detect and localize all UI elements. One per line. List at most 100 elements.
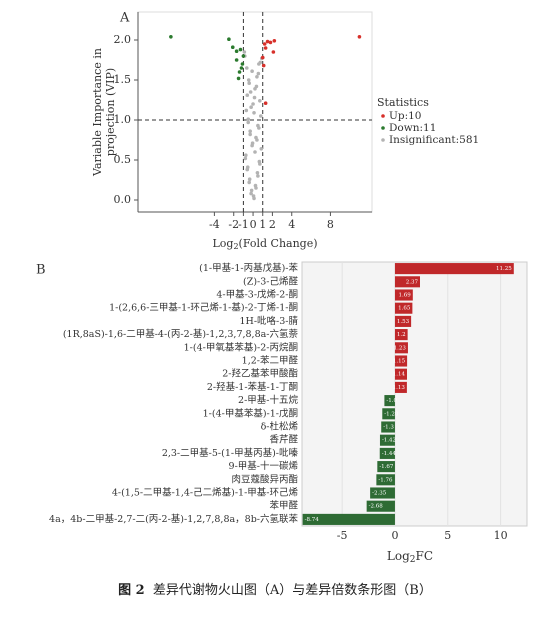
point: [237, 70, 242, 74]
legend-marker: [381, 114, 385, 118]
y-tick-label: 0.0: [114, 193, 132, 206]
bar: [394, 263, 514, 275]
point: [252, 95, 257, 100]
category-label: δ-杜松烯: [261, 421, 299, 433]
bar: [394, 315, 412, 327]
category-label: (Z)-3-己烯醛: [243, 275, 298, 287]
bar: [379, 434, 395, 446]
value-label: 11.25: [496, 266, 512, 272]
point: [256, 174, 260, 178]
x-tick-label: -1: [238, 218, 249, 231]
category-label: (1-甲基-1-丙基戊基)-苯: [199, 262, 298, 274]
point: [241, 54, 246, 58]
point: [357, 35, 362, 39]
point: [259, 114, 263, 118]
value-label: 1.65: [398, 306, 411, 312]
bar: [394, 289, 413, 301]
point: [271, 50, 276, 54]
category-label: 1-(2,6,6-三甲基-1-环己烯-1-基)-2-丁烯-1-酮: [109, 302, 298, 314]
bar: [366, 500, 395, 512]
bar: [394, 381, 407, 393]
category-label: 2-羟乙基苯甲酸酯: [222, 368, 298, 380]
value-label: 1.15: [393, 359, 406, 365]
bar: [377, 461, 395, 473]
value-label: -1.44: [382, 451, 397, 457]
point: [247, 177, 252, 181]
point: [242, 50, 247, 54]
point: [252, 111, 256, 115]
x-tick-label: 5: [444, 529, 451, 542]
y-tick-label: 1.0: [114, 113, 132, 126]
point: [234, 49, 239, 53]
value-label: -1.20: [384, 411, 399, 417]
x-axis-label-part: 2: [233, 242, 238, 251]
x-axis-label-part: 2: [410, 555, 416, 565]
category-label: 1-(4-甲基苯基)-1-戊酮: [203, 407, 298, 419]
point: [245, 93, 250, 97]
x-axis-label-part: Log: [387, 549, 410, 563]
point: [238, 47, 243, 52]
plot-background: [301, 261, 528, 527]
category-label: 2-羟基-1-苯基-1-丁酮: [207, 381, 298, 393]
point: [263, 101, 268, 105]
x-tick-label: 4: [288, 218, 295, 231]
point: [257, 62, 261, 66]
point: [249, 191, 253, 196]
point: [249, 188, 254, 193]
point: [245, 165, 250, 169]
category-label: 2,3-二甲基-5-(1-甲基丙基)-吡嗪: [162, 447, 299, 459]
x-axis-label: Log2FC: [387, 549, 433, 565]
bar: [379, 447, 395, 459]
bar: [370, 487, 395, 499]
point: [254, 135, 258, 140]
x-tick-label: 0: [391, 529, 398, 542]
category-label: 4a，4b-二甲基-2,7-二(丙-2-基)-1,2,7,8,8a，8b-六氢联…: [49, 513, 298, 525]
point: [246, 78, 251, 82]
value-label: -8.74: [305, 517, 320, 523]
value-label: 2.37: [406, 279, 419, 285]
panel-label: A: [119, 11, 130, 26]
point: [272, 39, 277, 43]
category-label: 香芹醛: [269, 434, 298, 446]
legend-label: Up:10: [389, 110, 421, 122]
point: [255, 75, 259, 79]
y-axis-label-line: projection (VIP): [104, 68, 117, 156]
caption-number: 图 2: [118, 583, 145, 598]
x-tick-label: -4: [209, 218, 220, 231]
legend-title: Statistics: [377, 96, 429, 109]
point: [261, 63, 266, 68]
bar: [302, 513, 395, 525]
point: [230, 45, 235, 49]
category-label: 肉豆蔻酸异丙酯: [231, 473, 298, 485]
point: [259, 147, 264, 151]
legend-label: Down:11: [389, 122, 436, 134]
point: [248, 132, 252, 137]
category-label: 4-(1,5-二甲基-1,4-己二烯基)-1-甲基-环己烯: [112, 487, 299, 499]
point: [260, 55, 265, 60]
category-label: (1R,8aS)-1,6-二甲基-4-(丙-2-基)-1,2,3,7,8,8a-…: [63, 328, 299, 340]
bar: [394, 329, 408, 341]
y-tick-label: 1.5: [114, 73, 132, 86]
point: [248, 129, 252, 133]
bar: [394, 276, 420, 288]
category-label: 1,2-苯二甲醛: [242, 355, 299, 367]
value-label: 1.53: [397, 319, 410, 325]
x-tick-label: -2: [228, 218, 239, 231]
x-tick-label: -5: [337, 529, 348, 542]
value-label: 1.69: [399, 293, 412, 299]
category-label: 2-甲基-十五烷: [238, 394, 298, 406]
point: [239, 66, 244, 70]
bar: [394, 342, 408, 354]
point: [169, 35, 173, 39]
x-tick-label: 8: [327, 218, 334, 231]
x-tick-label: 10: [494, 529, 508, 542]
legend-label: Insignificant:581: [389, 134, 479, 146]
x-tick-label: 0: [250, 218, 257, 231]
bar: [394, 355, 408, 367]
bar: [382, 408, 395, 420]
value-label: -1.0: [386, 398, 397, 404]
point: [244, 153, 248, 157]
value-label: 1.14: [393, 372, 406, 378]
